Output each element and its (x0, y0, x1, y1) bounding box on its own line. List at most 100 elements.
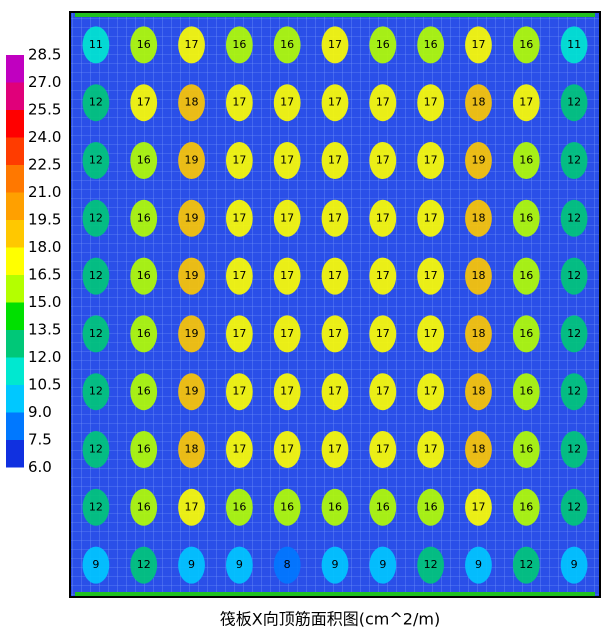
cell-label: 19 (185, 385, 199, 398)
cell-label: 16 (137, 500, 151, 513)
cell-label: 17 (328, 269, 342, 282)
colorbar-swatch (6, 248, 24, 276)
cell-label: 18 (471, 269, 485, 282)
colorbar-swatch (6, 358, 24, 386)
colorbar-swatch (6, 165, 24, 193)
cell-label: 12 (567, 385, 581, 398)
cell-label: 12 (519, 558, 533, 571)
cell-label: 17 (471, 38, 485, 51)
cell-label: 16 (137, 327, 151, 340)
cell-label: 17 (376, 269, 390, 282)
cell-label: 17 (328, 38, 342, 51)
cell-label: 19 (185, 154, 199, 167)
cell-label: 11 (89, 38, 103, 51)
cell-label: 17 (376, 154, 390, 167)
colorbar-swatch (6, 138, 24, 166)
cell-label: 12 (89, 443, 103, 456)
cell-label: 17 (185, 38, 199, 51)
colorbar-swatch (6, 193, 24, 221)
cell-label: 12 (89, 269, 103, 282)
colorbar-label: 6.0 (28, 458, 52, 476)
colorbar-label: 19.5 (28, 211, 61, 229)
colorbar-label: 13.5 (28, 321, 61, 339)
colorbar-label: 16.5 (28, 266, 61, 284)
cell-label: 16 (519, 269, 533, 282)
colorbar-label: 25.5 (28, 101, 61, 119)
cell-label: 16 (519, 443, 533, 456)
cell-label: 17 (280, 96, 294, 109)
colorbar-label: 27.0 (28, 73, 61, 91)
cell-label: 18 (471, 443, 485, 456)
cell-label: 16 (519, 327, 533, 340)
cell-label: 17 (328, 443, 342, 456)
cell-label: 16 (232, 500, 246, 513)
cell-label: 12 (89, 96, 103, 109)
colorbar-swatch (6, 110, 24, 138)
colorbar-label: 21.0 (28, 183, 61, 201)
cell-label: 18 (471, 96, 485, 109)
colorbar-label: 15.0 (28, 293, 61, 311)
colorbar-label: 12.0 (28, 348, 61, 366)
cell-label: 16 (137, 38, 151, 51)
cell-label: 17 (232, 269, 246, 282)
cell-label: 17 (328, 327, 342, 340)
cell-label: 12 (567, 154, 581, 167)
colorbar-label: 24.0 (28, 128, 61, 146)
cell-label: 16 (519, 385, 533, 398)
cell-label: 17 (232, 211, 246, 224)
cell-label: 16 (519, 211, 533, 224)
cell-label: 12 (567, 269, 581, 282)
cell-label: 12 (137, 558, 151, 571)
cell-label: 9 (236, 558, 243, 571)
cell-label: 12 (89, 154, 103, 167)
cell-label: 19 (471, 154, 485, 167)
cell-label: 17 (280, 211, 294, 224)
cell-label: 17 (424, 211, 438, 224)
colorbar-swatch (6, 220, 24, 248)
cell-label: 18 (471, 385, 485, 398)
cell-label: 16 (137, 385, 151, 398)
cell-label: 17 (232, 96, 246, 109)
cell-label: 12 (89, 500, 103, 513)
cell-label: 17 (185, 500, 199, 513)
cell-label: 16 (424, 38, 438, 51)
cell-label: 18 (471, 327, 485, 340)
cell-label: 18 (185, 96, 199, 109)
cell-label: 17 (471, 500, 485, 513)
cell-label: 9 (475, 558, 482, 571)
colorbar-label: 7.5 (28, 431, 52, 449)
colorbar-label: 10.5 (28, 376, 61, 394)
cell-label: 17 (424, 154, 438, 167)
colorbar-swatch (6, 385, 24, 413)
cell-label: 12 (567, 96, 581, 109)
cell-label: 16 (137, 443, 151, 456)
cell-label: 17 (376, 443, 390, 456)
cell-label: 16 (137, 269, 151, 282)
cell-label: 17 (280, 327, 294, 340)
cell-label: 16 (424, 500, 438, 513)
cell-label: 16 (376, 38, 390, 51)
cell-label: 17 (376, 211, 390, 224)
cell-label: 17 (328, 154, 342, 167)
cell-label: 17 (328, 211, 342, 224)
chart-title: 筏板X向顶筋面积图(cm^2/m) (220, 610, 440, 629)
cell-label: 12 (424, 558, 438, 571)
cell-label: 9 (379, 558, 386, 571)
cell-label: 18 (185, 443, 199, 456)
cell-label: 17 (232, 154, 246, 167)
colorbar-swatch (6, 413, 24, 441)
cell-label: 17 (424, 96, 438, 109)
cell-label: 17 (376, 96, 390, 109)
cell-label: 16 (280, 500, 294, 513)
cell-label: 12 (567, 211, 581, 224)
cell-label: 12 (89, 385, 103, 398)
cell-label: 12 (89, 211, 103, 224)
cell-label: 19 (185, 211, 199, 224)
cell-label: 17 (424, 443, 438, 456)
cell-label: 16 (137, 154, 151, 167)
cell-label: 16 (376, 500, 390, 513)
cell-label: 17 (424, 385, 438, 398)
cell-label: 16 (519, 500, 533, 513)
cell-label: 17 (137, 96, 151, 109)
cell-label: 9 (332, 558, 339, 571)
